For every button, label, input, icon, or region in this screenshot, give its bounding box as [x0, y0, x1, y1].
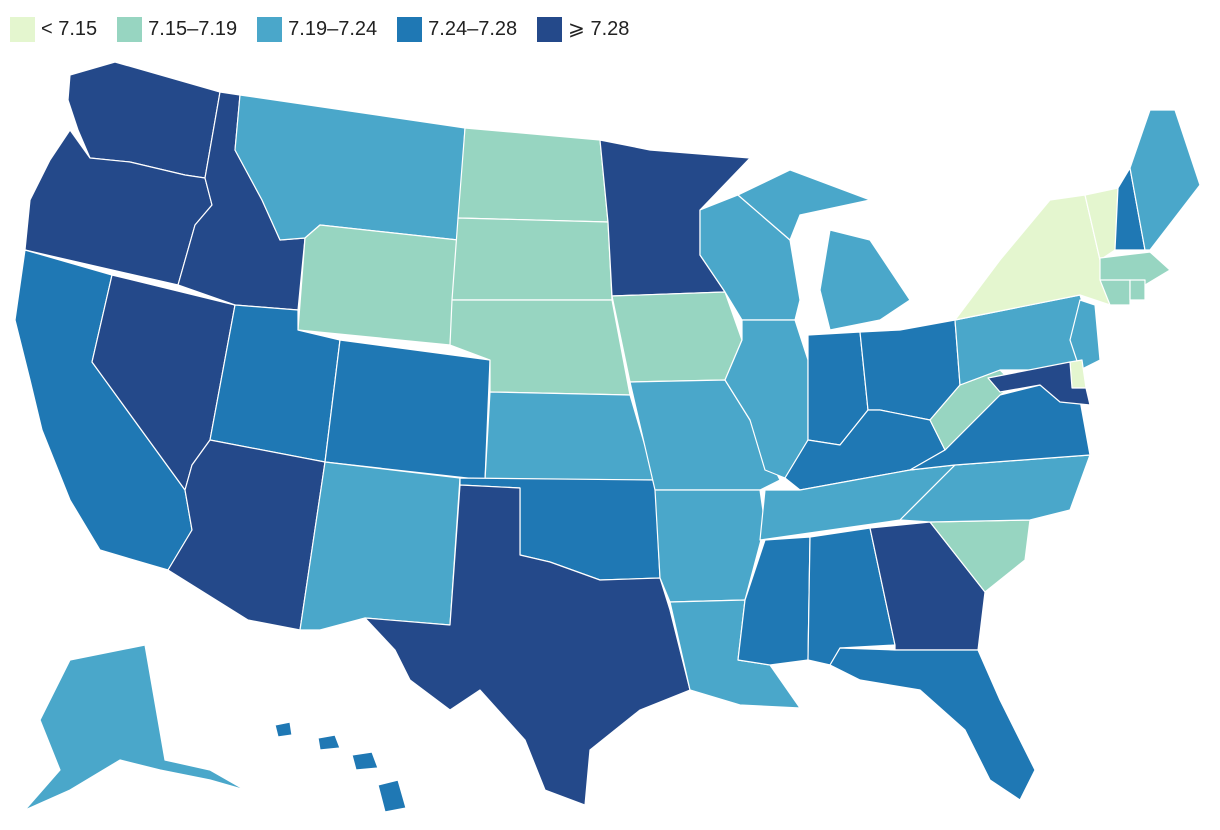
- legend-swatch: [10, 16, 35, 42]
- state-MD[interactable]: [987, 361, 1091, 406]
- state-MA[interactable]: [1099, 251, 1171, 286]
- state-MI[interactable]: [737, 169, 911, 331]
- legend-swatch: [397, 16, 423, 42]
- state-NY[interactable]: [954, 194, 1111, 321]
- state-NM[interactable]: [299, 461, 461, 631]
- state-WY[interactable]: [297, 224, 459, 346]
- state-KS[interactable]: [484, 391, 656, 481]
- state-CT[interactable]: [1099, 279, 1131, 306]
- legend-item: ⩾ 7.28: [537, 16, 630, 42]
- legend-swatch: [117, 16, 143, 42]
- legend-item: 7.15–7.19: [117, 16, 238, 42]
- state-SD[interactable]: [451, 217, 613, 301]
- legend-swatch: [257, 16, 283, 42]
- state-CO[interactable]: [324, 339, 491, 481]
- state-NJ[interactable]: [1069, 299, 1101, 371]
- state-RI[interactable]: [1129, 279, 1146, 301]
- legend-swatch: [537, 16, 563, 42]
- state-AK[interactable]: [24, 644, 246, 811]
- legend-item: 7.19–7.24: [257, 16, 378, 42]
- state-AR[interactable]: [654, 489, 766, 603]
- state-ME[interactable]: [1129, 109, 1201, 251]
- state-IL[interactable]: [724, 319, 809, 479]
- state-ND[interactable]: [457, 127, 609, 223]
- legend-label: < 7.15: [41, 17, 98, 40]
- map-legend: < 7.15 7.15–7.19 7.19–7.24 7.24–7.28 ⩾ 7…: [10, 14, 649, 44]
- legend-label: 7.19–7.24: [288, 17, 378, 40]
- state-TX[interactable]: [364, 484, 691, 806]
- state-AZ[interactable]: [167, 439, 326, 631]
- legend-item: 7.24–7.28: [397, 16, 518, 42]
- legend-label: 7.15–7.19: [148, 17, 238, 40]
- state-IA[interactable]: [611, 291, 743, 383]
- state-FL[interactable]: [829, 647, 1036, 801]
- legend-label: ⩾ 7.28: [568, 17, 630, 40]
- legend-item: < 7.15: [10, 16, 98, 42]
- legend-label: 7.24–7.28: [428, 17, 518, 40]
- state-HI[interactable]: [274, 721, 407, 813]
